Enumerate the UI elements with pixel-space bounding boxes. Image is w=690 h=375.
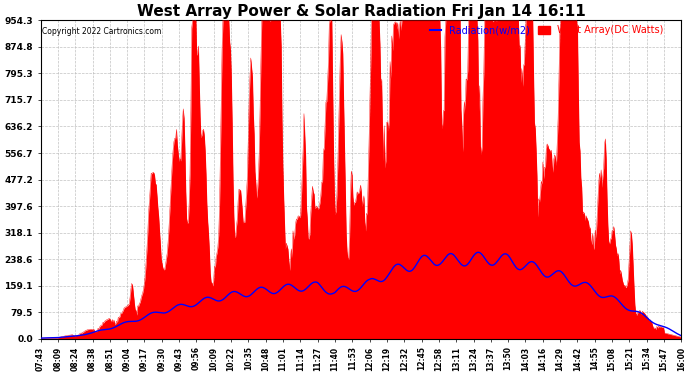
Text: Copyright 2022 Cartronics.com: Copyright 2022 Cartronics.com [42,27,161,36]
Legend: Radiation(w/m2), West Array(DC Watts): Radiation(w/m2), West Array(DC Watts) [430,25,664,35]
Title: West Array Power & Solar Radiation Fri Jan 14 16:11: West Array Power & Solar Radiation Fri J… [137,4,585,19]
